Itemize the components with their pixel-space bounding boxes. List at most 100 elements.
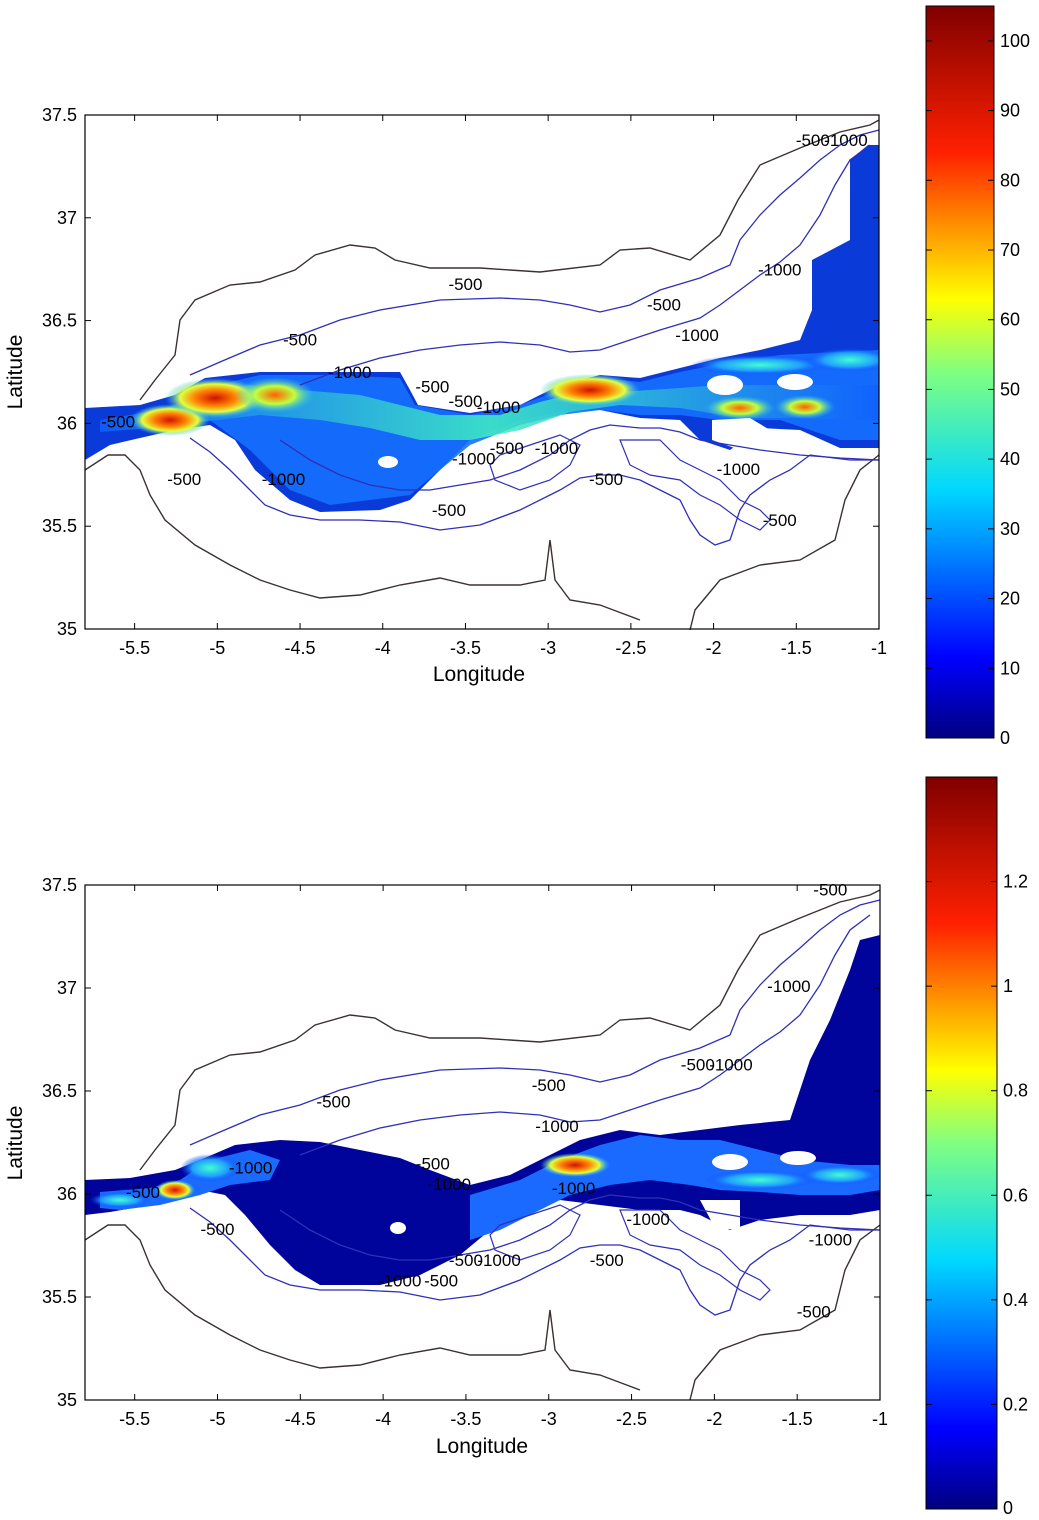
top-contour-labels: -500-1000-500-500-1000-500-1000-500-1000… <box>101 131 868 530</box>
contour-label: -1000 <box>709 1055 752 1074</box>
y-tick-label: 35 <box>57 619 77 639</box>
colorbar-tick-label: 0.4 <box>1003 1290 1028 1310</box>
colorbar-tick-label: 0.2 <box>1003 1394 1028 1414</box>
colorbar-tick-label: 70 <box>1000 240 1020 260</box>
contour-label: -500 <box>813 880 847 899</box>
contour-label: -1000 <box>675 326 718 345</box>
top-heatmap-field <box>85 145 879 512</box>
contour-label: -1000 <box>328 363 371 382</box>
contour-label: -500 <box>797 1303 831 1322</box>
contour-label: -500 <box>490 439 524 458</box>
contour-label: -500 <box>590 1251 624 1270</box>
top-coastline <box>84 119 880 631</box>
x-tick-label: -4.5 <box>285 1409 316 1429</box>
bottom-plot-frame <box>84 884 881 1401</box>
bottom-axis-ticks: -5.5 -5 -4.5 -4 -3.5 -3 -2.5 -2 -1.5 -1 35 35.5 36 36… <box>42 875 888 1429</box>
contour-label: -500 <box>449 1251 483 1270</box>
y-tick-label: 35.5 <box>42 516 77 536</box>
x-tick-label: -4 <box>375 638 391 658</box>
contour-label: -500 <box>448 275 482 294</box>
x-tick-label: -1 <box>871 638 887 658</box>
contour-label: -500 <box>126 1183 160 1202</box>
bottom-panel: -5.5 -5 -4.5 -4 -3.5 -3 -2.5 -2 -1.5 -1 35 35.5 36 36… <box>4 776 1028 1518</box>
contour-label: -1000 <box>262 470 305 489</box>
colorbar-tick-label: 60 <box>1000 310 1020 330</box>
contour-label: -1000 <box>428 1175 471 1194</box>
y-tick-label: 35 <box>57 1390 77 1410</box>
contour-label: -500 <box>432 501 466 520</box>
bottom-contour-inner <box>489 1204 771 1301</box>
top-colorbar-ticks: 0 10 20 30 40 50 60 70 80 90 100 <box>926 31 1030 748</box>
bottom-contour-1000 <box>279 914 881 1261</box>
contour-label: -500 <box>167 470 201 489</box>
contour-label: -1000 <box>477 1251 520 1270</box>
contour-label: -500 <box>416 1154 450 1173</box>
x-tick-label: -4.5 <box>285 638 316 658</box>
contour-label: -500 <box>589 470 623 489</box>
x-tick-label: -5 <box>209 1409 225 1429</box>
colorbar-tick-label: 1.2 <box>1003 872 1028 892</box>
x-tick-label: -5.5 <box>119 1409 150 1429</box>
contour-label: -1000 <box>378 1272 421 1291</box>
bottom-heatmap-field <box>85 935 880 1285</box>
contour-label: -500 <box>448 392 482 411</box>
x-tick-label: -5 <box>209 638 225 658</box>
x-tick-label: -3 <box>541 1409 557 1429</box>
bottom-y-axis-label: Latitude <box>4 1106 27 1181</box>
top-y-axis-label: Latitude <box>4 335 27 410</box>
y-tick-label: 36 <box>57 1184 77 1204</box>
contour-label: -500 <box>424 1272 458 1291</box>
colorbar-tick-label: 1 <box>1003 976 1013 996</box>
colorbar-tick-label: 40 <box>1000 449 1020 469</box>
contour-label: -500 <box>647 295 681 314</box>
top-contour-inner <box>489 434 771 531</box>
bottom-coastline <box>84 889 881 1401</box>
colorbar-tick-label: 10 <box>1000 658 1020 678</box>
colorbar-tick-label: 80 <box>1000 170 1020 190</box>
contour-label: -1000 <box>824 131 867 150</box>
top-x-axis-label: Longitude <box>433 663 525 686</box>
x-tick-label: -3.5 <box>450 638 481 658</box>
top-axis-ticks: -5.5 -5 -4.5 -4 -3.5 -3 -2.5 -2 -1.5 -1 35 35.5 36 36… <box>42 105 887 658</box>
contour-label: -1000 <box>767 977 810 996</box>
contour-label: -1000 <box>626 1210 669 1229</box>
colorbar-tick-label: 100 <box>1000 31 1030 51</box>
contour-label: -500 <box>101 413 135 432</box>
colorbar-tick-label: 90 <box>1000 101 1020 121</box>
y-tick-label: 37 <box>57 208 77 228</box>
colorbar-tick-label: 0.6 <box>1003 1185 1028 1205</box>
colorbar-tick-label: 0.8 <box>1003 1081 1028 1101</box>
y-tick-label: 37.5 <box>42 105 77 125</box>
bottom-x-axis-label: Longitude <box>436 1435 528 1458</box>
contour-label: -500 <box>316 1092 350 1111</box>
x-tick-label: -4 <box>375 1409 391 1429</box>
contour-label: -1000 <box>717 460 760 479</box>
y-tick-label: 37.5 <box>42 875 77 895</box>
x-tick-label: -5.5 <box>119 638 150 658</box>
colorbar-tick-label: 0 <box>1003 1498 1013 1518</box>
contour-label: -500 <box>681 1055 715 1074</box>
top-colorbar <box>925 5 995 739</box>
contour-label: -1000 <box>229 1158 272 1177</box>
x-tick-label: -2 <box>706 1409 722 1429</box>
contour-label: -1000 <box>452 450 495 469</box>
y-tick-label: 36.5 <box>42 311 77 331</box>
colorbar-tick-label: 0 <box>1000 728 1010 748</box>
top-panel: -5.5 -5 -4.5 -4 -3.5 -3 -2.5 -2 -1.5 -1 35 35.5 36 36… <box>4 5 1030 748</box>
contour-label: -500 <box>796 131 830 150</box>
bottom-contour-labels: -500-500-1000-1000 -500-1000 -1000-1000-50… <box>126 880 852 1321</box>
y-tick-label: 35.5 <box>42 1287 77 1307</box>
contour-label: -500 <box>532 1076 566 1095</box>
top-contour-500 <box>189 129 880 546</box>
contour-label: -500 <box>200 1220 234 1239</box>
contour-label: -500 <box>283 330 317 349</box>
bottom-colorbar <box>925 776 998 1510</box>
x-tick-label: -3 <box>540 638 556 658</box>
contour-label: -1000 <box>809 1231 852 1250</box>
x-tick-label: -1.5 <box>781 638 812 658</box>
contour-label: -1000 <box>477 398 520 417</box>
colorbar-tick-label: 50 <box>1000 379 1020 399</box>
y-tick-label: 36 <box>57 413 77 433</box>
colorbar-tick-label: 20 <box>1000 589 1020 609</box>
